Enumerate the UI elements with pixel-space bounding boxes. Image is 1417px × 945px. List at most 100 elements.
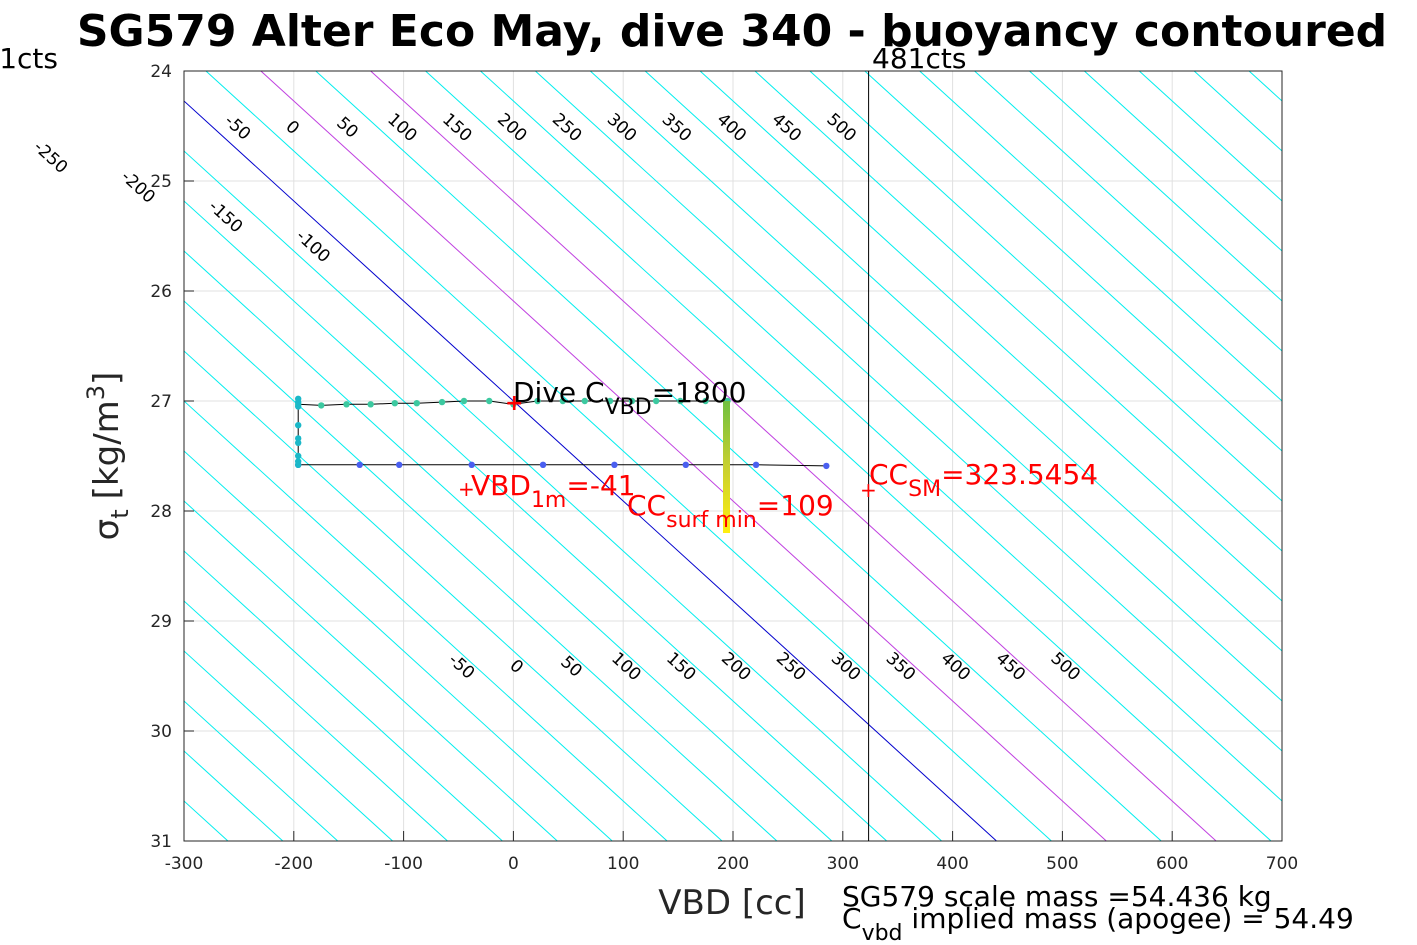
y-tick-label: 29 — [150, 612, 172, 632]
contour-line — [184, 650, 393, 841]
x-tick-label: 500 — [1046, 854, 1078, 874]
dive-start-marker: + — [505, 391, 523, 416]
grid-lines — [183, 70, 1283, 842]
contour-line — [184, 300, 778, 841]
data-point — [413, 400, 420, 407]
y-label-sup: 3 — [82, 385, 110, 400]
contour-line — [184, 250, 833, 841]
x-tick-label: 0 — [508, 854, 519, 874]
data-point — [356, 461, 363, 468]
contour-label-bottom: 100 — [607, 648, 644, 685]
x-tick-label: -100 — [384, 854, 423, 874]
data-point — [396, 461, 403, 468]
data-point — [823, 462, 830, 470]
data-point — [534, 397, 541, 405]
contour-label-top: 0 — [281, 117, 302, 139]
y-label-close: ] — [87, 372, 127, 385]
scale-mass-text: SG579 scale mass =54.436 kg — [842, 880, 1272, 913]
x-tick-label: 400 — [936, 854, 968, 874]
contour-line — [1193, 71, 1282, 152]
data-point — [682, 461, 689, 468]
data-point — [318, 402, 325, 409]
x-tick-label: -300 — [165, 854, 204, 874]
cc-surf-min-bar — [723, 401, 730, 533]
contour-label-bottom: 500 — [1046, 648, 1083, 685]
data-point — [702, 397, 709, 405]
contour-label-bottom: 0 — [505, 656, 526, 678]
x-tick-label: 700 — [1266, 854, 1298, 874]
y-label-sub: t — [106, 509, 134, 518]
contour-line — [809, 71, 1282, 502]
data-point — [294, 398, 302, 406]
contour-label-bottom: 50 — [556, 652, 585, 681]
contour-line — [0, 71, 63, 841]
contour-label-bottom: 200 — [717, 648, 754, 685]
contour-line — [535, 71, 1282, 752]
contour-line — [754, 71, 1282, 552]
contour-line — [1304, 71, 1417, 841]
data-point — [294, 439, 302, 446]
series-turn — [294, 395, 302, 468]
contour-line — [1084, 71, 1282, 252]
y-tick-label: 24 — [150, 62, 172, 82]
contour-label-top: 350 — [658, 109, 695, 146]
y-tick-label: 25 — [150, 172, 172, 192]
data-point — [559, 397, 567, 405]
data-point — [294, 452, 302, 460]
data-point — [294, 461, 302, 468]
contour-label-top: 300 — [603, 109, 640, 146]
y-axis-ticks: 24 25 26 27 28 29 30 31 — [150, 62, 194, 852]
data-point — [510, 401, 517, 408]
y-tick-label: 30 — [150, 722, 172, 742]
dive-cvbd-annotation: Dive CVBD=1800 — [513, 376, 746, 420]
chart-title: SG579 Alter Eco May, dive 340 - buoyancy… — [77, 6, 1387, 57]
x-axis-ticks: -300 -200 -100 0 100 200 300 400 500 600 700 — [165, 831, 1298, 874]
contour-line — [184, 400, 668, 841]
data-point — [652, 397, 660, 405]
contour-label-top: 450 — [768, 109, 805, 146]
contour-line — [644, 71, 1282, 652]
contour-line — [699, 71, 1282, 602]
left-count-label: 241cts — [0, 42, 58, 75]
x-axis-label: VBD [cc] — [658, 883, 806, 923]
y-axis-label: σt [kg/m3] — [82, 372, 134, 541]
y-tick-label: 28 — [150, 502, 172, 522]
contour-line — [184, 150, 942, 841]
contour-line — [864, 71, 1282, 452]
contour-line — [974, 71, 1282, 352]
data-point — [294, 403, 302, 410]
contour-line — [1248, 71, 1282, 102]
x-tick-label: 200 — [717, 854, 749, 874]
series-line — [298, 464, 827, 467]
contour-label-top: 250 — [548, 109, 585, 146]
contour-line — [184, 550, 503, 841]
cvbd-implied-mass-text: Cvbd implied mass (apogee) = 54.49 — [842, 902, 1354, 945]
data-point — [628, 397, 636, 405]
data-point — [438, 398, 446, 406]
data-point — [343, 401, 350, 408]
contour-line — [1029, 71, 1282, 302]
data-point — [367, 401, 374, 408]
data-point — [486, 397, 493, 405]
data-series — [294, 395, 830, 470]
contour-label-top: 200 — [493, 109, 530, 146]
contour-line — [589, 71, 1282, 702]
data-point — [611, 461, 618, 468]
contour-label-top: 400 — [713, 109, 750, 146]
y-label-unit: [kg/m — [87, 400, 127, 499]
contour-line — [184, 450, 613, 841]
data-point — [468, 461, 475, 468]
svg-text:σt[kg/m3]: σt [kg/m3] — [82, 372, 134, 541]
data-point — [391, 400, 399, 407]
contour-label-top: -50 — [220, 111, 254, 144]
contour-line — [1138, 71, 1282, 202]
contour-line — [205, 71, 1052, 841]
data-point — [294, 435, 302, 442]
vbd1m-marker: + — [458, 477, 475, 501]
contour-label-top: 50 — [332, 113, 361, 142]
data-point — [606, 397, 614, 405]
contour-line — [370, 71, 1217, 841]
y-tick-label: 31 — [150, 832, 172, 852]
vbd1m-annotation: VBD1m=-41 — [471, 469, 636, 513]
